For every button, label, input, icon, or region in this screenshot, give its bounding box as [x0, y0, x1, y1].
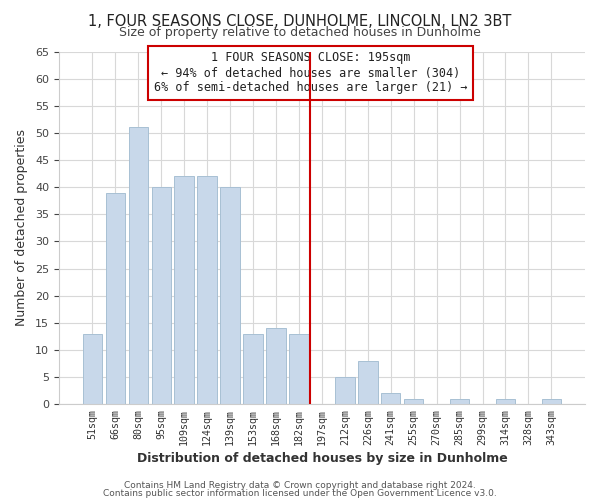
- Bar: [128, 128, 148, 404]
- Bar: [83, 334, 102, 404]
- Bar: [404, 399, 424, 404]
- Bar: [197, 176, 217, 404]
- Text: 1 FOUR SEASONS CLOSE: 195sqm
← 94% of detached houses are smaller (304)
6% of se: 1 FOUR SEASONS CLOSE: 195sqm ← 94% of de…: [154, 52, 467, 94]
- Bar: [175, 176, 194, 404]
- Bar: [358, 361, 377, 404]
- Bar: [496, 399, 515, 404]
- Bar: [542, 399, 561, 404]
- Bar: [266, 328, 286, 404]
- Bar: [335, 377, 355, 404]
- Bar: [244, 334, 263, 404]
- Bar: [220, 187, 240, 404]
- Bar: [106, 192, 125, 404]
- Text: Contains HM Land Registry data © Crown copyright and database right 2024.: Contains HM Land Registry data © Crown c…: [124, 480, 476, 490]
- Text: 1, FOUR SEASONS CLOSE, DUNHOLME, LINCOLN, LN2 3BT: 1, FOUR SEASONS CLOSE, DUNHOLME, LINCOLN…: [88, 14, 512, 29]
- Text: Contains public sector information licensed under the Open Government Licence v3: Contains public sector information licen…: [103, 489, 497, 498]
- Bar: [152, 187, 171, 404]
- Y-axis label: Number of detached properties: Number of detached properties: [15, 130, 28, 326]
- X-axis label: Distribution of detached houses by size in Dunholme: Distribution of detached houses by size …: [137, 452, 507, 465]
- Bar: [450, 399, 469, 404]
- Bar: [289, 334, 309, 404]
- Bar: [381, 394, 400, 404]
- Text: Size of property relative to detached houses in Dunholme: Size of property relative to detached ho…: [119, 26, 481, 39]
